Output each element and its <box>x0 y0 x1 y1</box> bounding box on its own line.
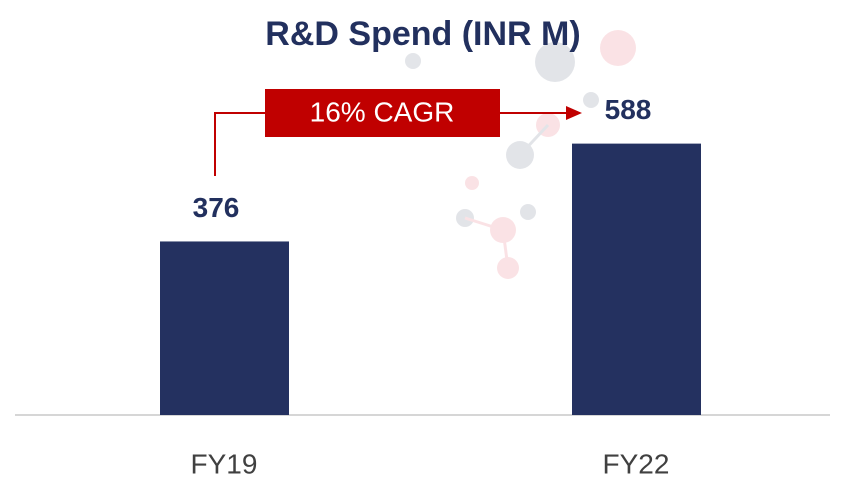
bar <box>160 241 289 415</box>
x-tick-label: FY19 <box>191 448 258 479</box>
bar <box>572 144 701 415</box>
data-label: 588 <box>605 94 652 125</box>
chart: R&D Spend (INR M) 16% CAGR FY19 376 FY22 58… <box>0 0 846 492</box>
data-label: 376 <box>193 192 240 223</box>
chart-title: R&D Spend (INR M) <box>265 15 580 53</box>
annotation-text: 16% CAGR <box>310 96 455 127</box>
x-tick-label: FY22 <box>603 448 670 479</box>
